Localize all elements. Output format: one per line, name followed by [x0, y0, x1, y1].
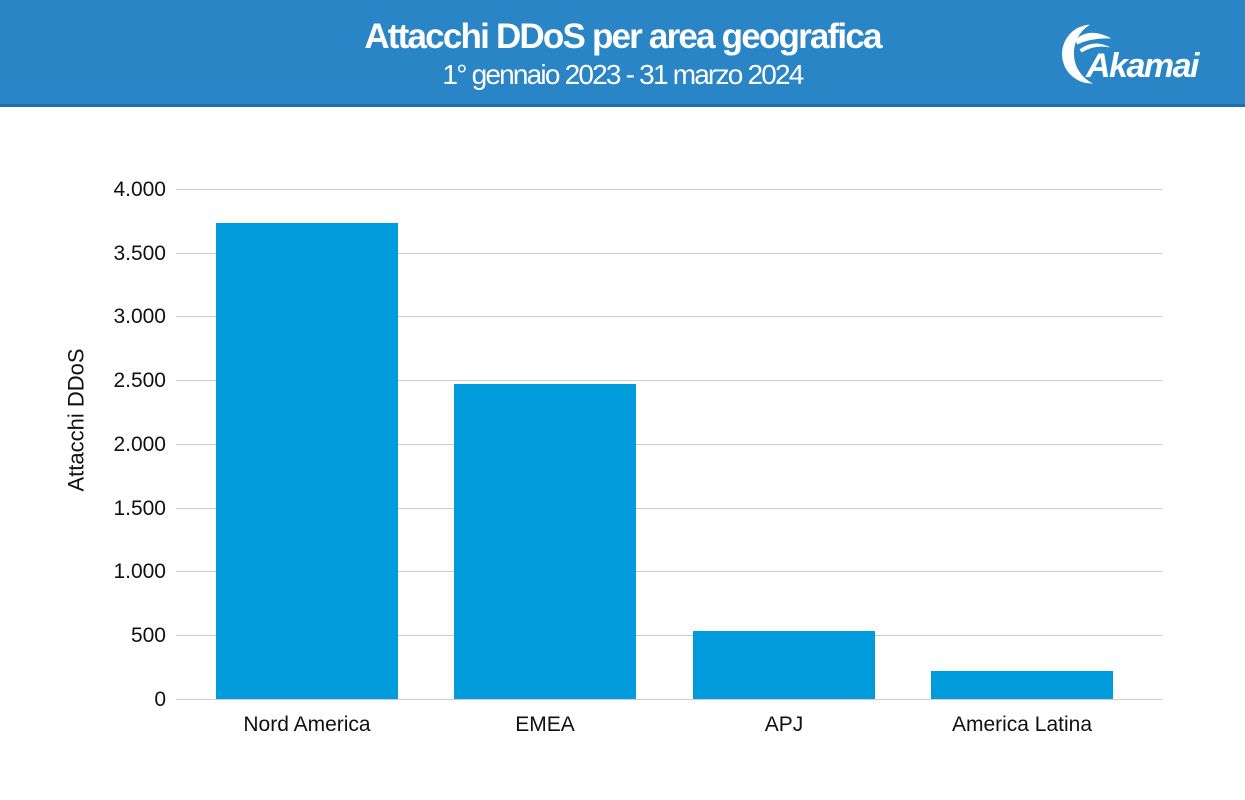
svg-text:Akamai: Akamai: [1085, 47, 1201, 85]
